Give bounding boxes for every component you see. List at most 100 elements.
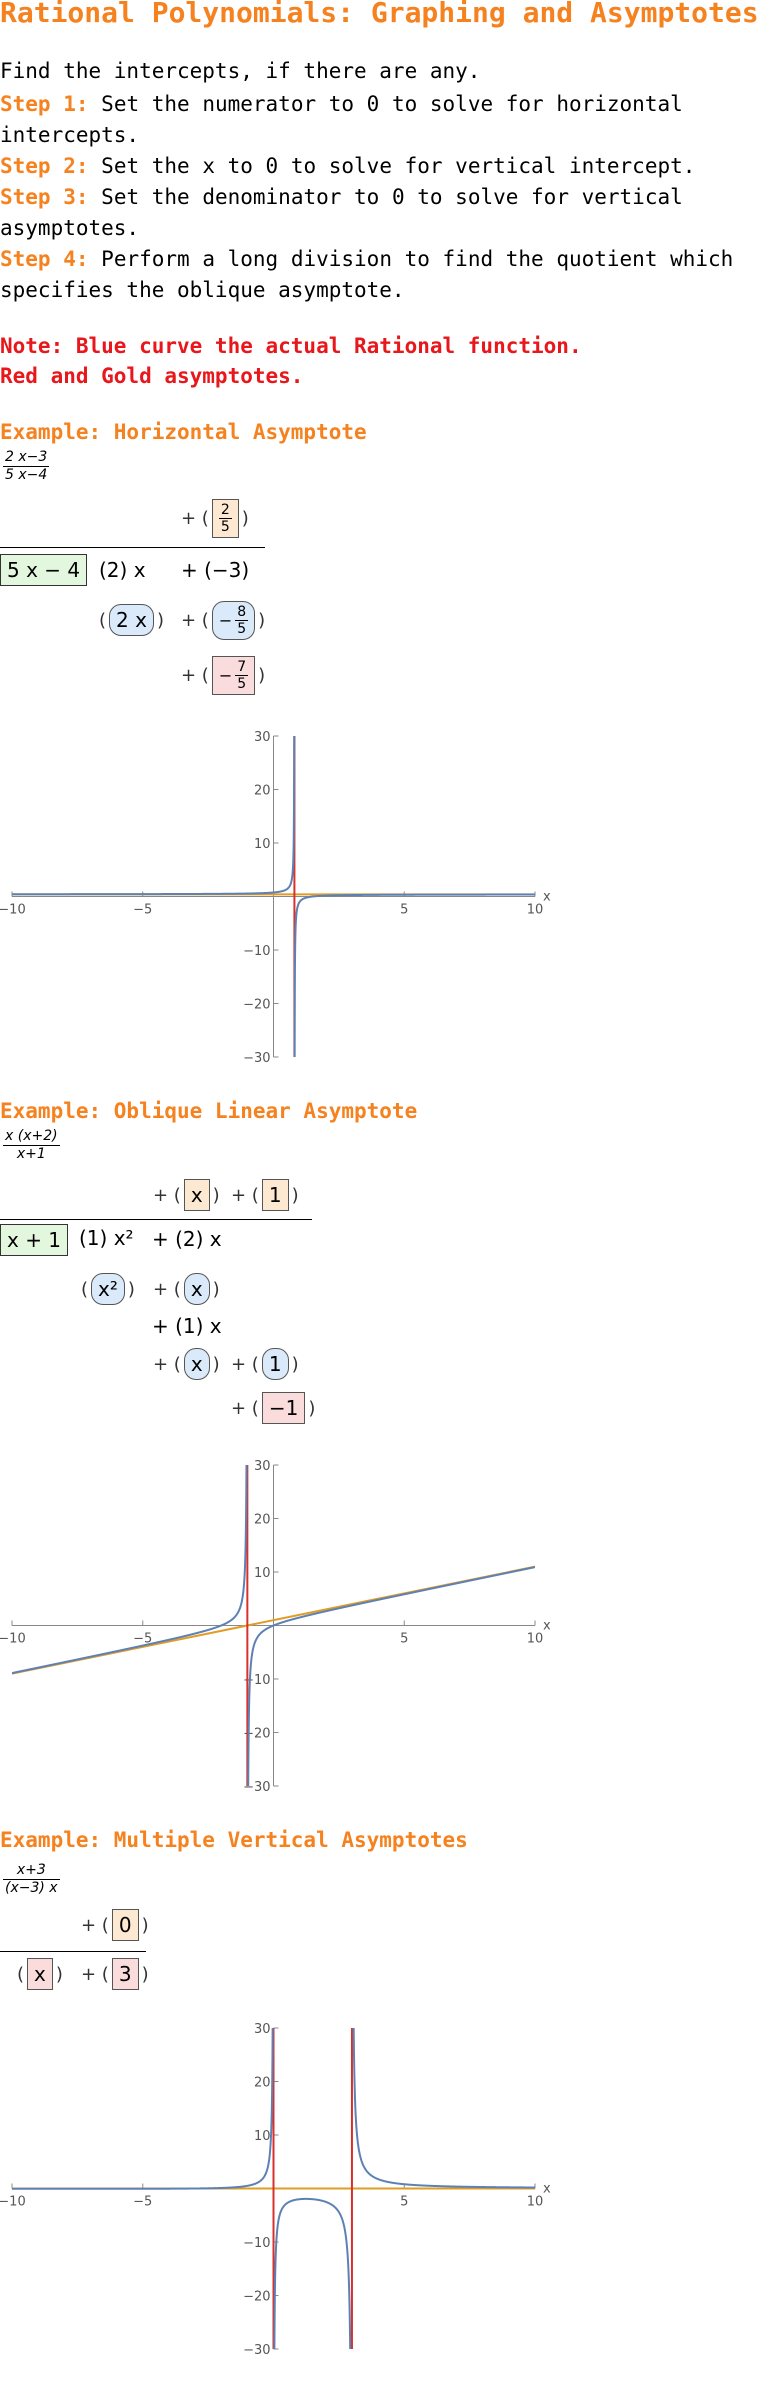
y-tick-label: 30: [254, 1459, 271, 1474]
y-tick-label: −20: [243, 1727, 270, 1742]
boxed-term: 1: [261, 1348, 289, 1380]
term: + (3): [78, 1952, 152, 1996]
x-tick-label: 10: [527, 2195, 544, 2210]
term: + (1) x: [152, 1304, 222, 1348]
intro: Find the intercepts, if there are any.: [0, 59, 481, 83]
y-tick-label: −10: [243, 2236, 270, 2251]
term-suffix: ): [141, 1963, 149, 1985]
boxed-term: −7 5: [211, 655, 256, 695]
step-text: Set the numerator to 0 to solve for hori…: [0, 92, 683, 147]
step-label: Step 4:: [0, 247, 89, 271]
term-suffix: ): [156, 609, 164, 631]
steps: Step 1: Set the numerator to 0 to solve …: [0, 89, 765, 306]
boxed-term: x: [183, 1273, 210, 1305]
boxed-term: 5 x − 4: [0, 554, 88, 586]
term: + (1): [228, 1342, 302, 1386]
term: (2) x: [99, 548, 146, 592]
term: + (−1): [228, 1386, 318, 1430]
y-tick-label: 20: [254, 784, 271, 799]
boxed-term: 1: [261, 1179, 289, 1211]
x-tick-label: 5: [400, 1632, 408, 1647]
step: Step 3: Set the denominator to 0 to solv…: [0, 182, 765, 244]
boxed-term: x + 1: [0, 1224, 69, 1256]
term: 5 x − 4: [0, 548, 88, 592]
example-heading: Example: Horizontal Asymptote: [0, 420, 367, 444]
step-label: Step 1:: [0, 92, 89, 116]
example-heading: Example: Multiple Vertical Asymptotes: [0, 1828, 468, 1852]
y-tick-label: 30: [254, 730, 271, 745]
term-text: (1) x²: [79, 1226, 134, 1250]
numerator: x+3: [3, 1862, 60, 1880]
y-tick-label: −30: [243, 1780, 270, 1795]
term: (2 x): [96, 598, 167, 642]
term-prefix: (: [99, 609, 107, 631]
denominator: 5 x−4: [5, 467, 48, 483]
term-prefix: + (: [153, 1353, 181, 1375]
y-tick-label: −20: [243, 2290, 270, 2305]
x-tick-label: −10: [0, 2195, 26, 2210]
step: Step 2: Set the x to 0 to solve for vert…: [0, 151, 765, 182]
boxed-term: x: [183, 1348, 210, 1380]
term-suffix: ): [258, 609, 266, 631]
boxed-term: 2 x: [109, 604, 154, 636]
term-text: + (−3): [181, 558, 250, 582]
boxed-term: −1: [261, 1392, 306, 1424]
term-prefix: + (: [81, 1914, 109, 1936]
term-prefix: + (: [181, 507, 209, 529]
denominator: 5: [220, 518, 230, 535]
fraction: 2 x−3 5 x−4: [3, 449, 50, 484]
boxed-term: x: [183, 1179, 210, 1211]
term: + (−3): [181, 548, 249, 592]
term: + (−7 5): [178, 653, 268, 697]
division-rule: [0, 1951, 146, 1952]
curves: [12, 736, 535, 1057]
y-tick-label: 30: [254, 2022, 271, 2037]
step-text: Perform a long division to find the quot…: [0, 247, 734, 302]
page-title: Rational Polynomials: Graphing and Asymp…: [0, 0, 759, 29]
step-label: Step 2:: [0, 154, 89, 178]
term: + (−8 5): [178, 598, 268, 642]
term: + (x): [150, 1342, 223, 1386]
term-prefix: + (: [231, 1184, 259, 1206]
note: Note: Blue curve the actual Rational fun…: [0, 334, 582, 358]
boxed-term: x: [27, 1958, 53, 1990]
function-curve: [12, 2028, 535, 2349]
function-curve: [12, 736, 535, 1057]
y-tick-label: −30: [243, 2343, 270, 2358]
term: (1) x²: [79, 1216, 134, 1260]
term-suffix: ): [55, 1963, 63, 1985]
term-prefix: + (: [181, 664, 209, 686]
y-tick-label: −10: [243, 944, 270, 959]
x-tick-label: 5: [400, 2195, 408, 2210]
note: Red and Gold asymptotes.: [0, 364, 304, 388]
term-suffix: ): [141, 1914, 149, 1936]
term-suffix: ): [291, 1353, 299, 1375]
term-suffix: ): [212, 1278, 220, 1300]
term-suffix: ): [241, 507, 249, 529]
term-text: (2) x: [99, 558, 146, 582]
x-tick-label: −10: [0, 1632, 26, 1647]
step-text: Set the x to 0 to solve for vertical int…: [101, 154, 696, 178]
term-prefix: + (: [231, 1397, 259, 1419]
term: x + 1: [0, 1218, 69, 1262]
y-tick-label: −20: [243, 998, 270, 1013]
term-text: + (1) x: [152, 1314, 222, 1338]
term-text: + (2) x: [152, 1227, 222, 1251]
term: + (x): [150, 1173, 223, 1217]
x-tick-label: −10: [0, 903, 26, 918]
curves: [12, 1465, 535, 1786]
term-prefix: + (: [81, 1963, 109, 1985]
step-text: Set the denominator to 0 to solve for ve…: [0, 185, 683, 240]
term-prefix: + (: [231, 1353, 259, 1375]
x-tick-label: 10: [527, 903, 544, 918]
term-prefix: + (: [153, 1184, 181, 1206]
division-rule: [0, 1219, 312, 1220]
numerator: 8: [235, 603, 249, 621]
division-rule: [0, 547, 265, 548]
